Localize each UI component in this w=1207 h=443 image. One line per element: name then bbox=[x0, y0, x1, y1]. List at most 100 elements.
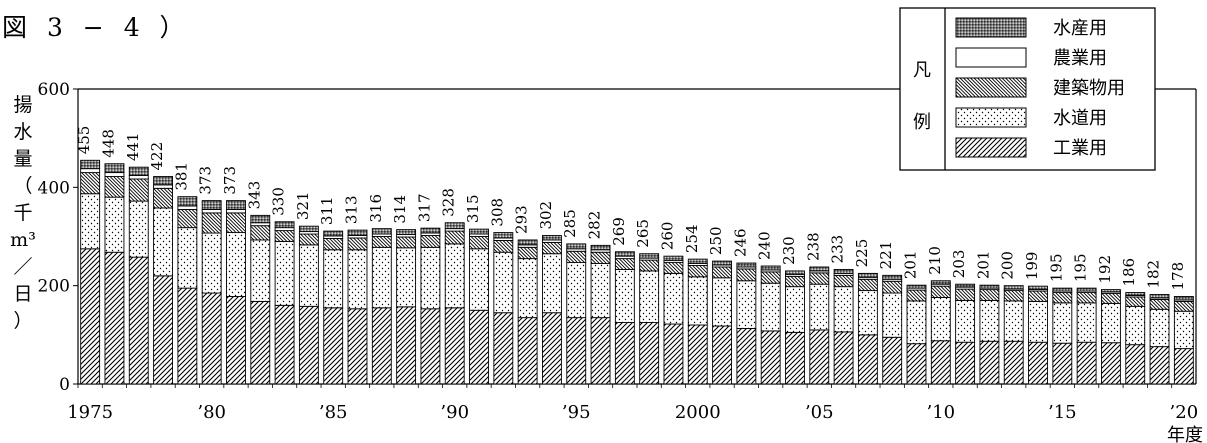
bar-stack bbox=[736, 262, 757, 385]
bar-segment bbox=[760, 282, 781, 332]
bar-segment bbox=[493, 251, 514, 314]
bar-segment bbox=[420, 227, 441, 234]
total-label: 246 bbox=[731, 228, 749, 257]
bar-segment bbox=[687, 324, 708, 385]
bar-segment bbox=[809, 329, 830, 385]
bar-segment bbox=[201, 232, 222, 294]
bar-stack bbox=[347, 229, 368, 385]
bar-segment bbox=[104, 196, 125, 253]
bar-segment bbox=[493, 312, 514, 385]
bar-stack bbox=[857, 272, 878, 385]
bar-segment bbox=[250, 239, 271, 302]
x-tick-label: ’90 bbox=[440, 402, 469, 423]
y-axis-label-char: （ bbox=[13, 175, 33, 197]
bar-segment bbox=[298, 244, 319, 307]
total-label: 265 bbox=[634, 219, 652, 248]
y-tick-label: 600 bbox=[38, 80, 70, 100]
bar-segment bbox=[226, 200, 246, 210]
bar-segment bbox=[785, 270, 805, 275]
bar-stack bbox=[979, 284, 1000, 385]
bar-stack bbox=[687, 258, 708, 385]
bar-segment bbox=[979, 284, 1000, 289]
total-label: 328 bbox=[440, 188, 458, 217]
x-tick-label: ’15 bbox=[1048, 402, 1077, 423]
bar-segment bbox=[833, 268, 854, 274]
total-label: 178 bbox=[1169, 262, 1187, 291]
bar-segment bbox=[833, 286, 854, 333]
total-label: 308 bbox=[488, 198, 506, 227]
bar-segment bbox=[128, 200, 149, 258]
x-axis-label: 年度 bbox=[1167, 425, 1203, 443]
bar-segment bbox=[250, 225, 271, 241]
bar-segment bbox=[882, 274, 903, 280]
bar-segment bbox=[663, 255, 684, 262]
bar-stack bbox=[1003, 285, 1024, 385]
bar-stack bbox=[590, 244, 611, 385]
bar-stack bbox=[542, 235, 562, 385]
bar-segment bbox=[590, 263, 611, 319]
bar-segment bbox=[226, 232, 246, 297]
bar-segment bbox=[590, 251, 611, 264]
bar-segment bbox=[371, 236, 392, 248]
bar-segment bbox=[906, 284, 927, 289]
bar-segment bbox=[274, 304, 295, 385]
total-label: 330 bbox=[270, 187, 288, 216]
y-axis-label-char: 千 bbox=[13, 202, 33, 224]
bar-segment bbox=[1028, 341, 1048, 385]
total-label: 240 bbox=[756, 231, 774, 260]
bar-stack bbox=[274, 221, 295, 385]
bar-segment bbox=[906, 343, 927, 385]
bar-segment bbox=[128, 175, 149, 180]
bar-segment bbox=[517, 239, 538, 246]
x-tick-label: 2000 bbox=[675, 402, 721, 423]
bar-segment bbox=[201, 292, 222, 385]
total-label: 314 bbox=[391, 195, 409, 224]
bar-stack bbox=[833, 268, 854, 385]
total-label: 250 bbox=[707, 226, 725, 255]
bar-segment bbox=[274, 240, 295, 306]
bar-segment bbox=[857, 278, 878, 292]
bar-segment bbox=[201, 200, 222, 210]
bar-segment bbox=[469, 309, 489, 385]
bar-segment bbox=[542, 241, 562, 255]
bar-segment bbox=[1101, 302, 1121, 344]
figure-label: 図 3 − 4 ） bbox=[2, 13, 191, 42]
bar-segment bbox=[517, 317, 538, 385]
legend-swatch bbox=[955, 47, 1027, 68]
total-label: 195 bbox=[1072, 253, 1090, 282]
bar-segment bbox=[274, 221, 295, 229]
y-axis-label-char: 揚 bbox=[13, 94, 33, 116]
total-label: 302 bbox=[537, 201, 555, 230]
total-label: 233 bbox=[829, 235, 847, 264]
bar-segment bbox=[1149, 346, 1170, 385]
bar-segment bbox=[80, 159, 101, 170]
bar-segment bbox=[298, 233, 319, 246]
bar-segment bbox=[566, 262, 587, 319]
bar-segment bbox=[517, 246, 538, 260]
x-tick-label: 1975 bbox=[67, 402, 113, 423]
total-label: 317 bbox=[415, 194, 433, 223]
bar-segment bbox=[371, 246, 392, 309]
bar-segment bbox=[347, 249, 368, 310]
bar-segment bbox=[712, 325, 732, 385]
x-tick-label: ’05 bbox=[805, 402, 834, 423]
bar-segment bbox=[833, 331, 854, 385]
total-labels: 455 448 441 422 381 373 373 343 330 321 311 313 316 3… bbox=[75, 126, 1187, 291]
bar-segment bbox=[760, 271, 781, 284]
bar-segment bbox=[663, 323, 684, 385]
bar-segment bbox=[1149, 298, 1170, 310]
total-label: 293 bbox=[513, 205, 531, 234]
legend-swatch bbox=[955, 137, 1027, 158]
bar-segment bbox=[80, 248, 101, 385]
total-label: 285 bbox=[561, 209, 579, 238]
bar-segment bbox=[930, 280, 951, 285]
bar-segment bbox=[590, 244, 611, 251]
bar-segment bbox=[930, 297, 951, 342]
total-label: 313 bbox=[343, 195, 361, 224]
bar-segment bbox=[469, 228, 489, 235]
y-axis-label: 揚水量 （ 千 m³ ／ 日 ） bbox=[8, 92, 38, 335]
x-tick-label: ’95 bbox=[562, 402, 591, 423]
bar-segment bbox=[347, 229, 368, 236]
bar-segment bbox=[104, 176, 125, 198]
y-tick-label: 200 bbox=[38, 277, 70, 297]
